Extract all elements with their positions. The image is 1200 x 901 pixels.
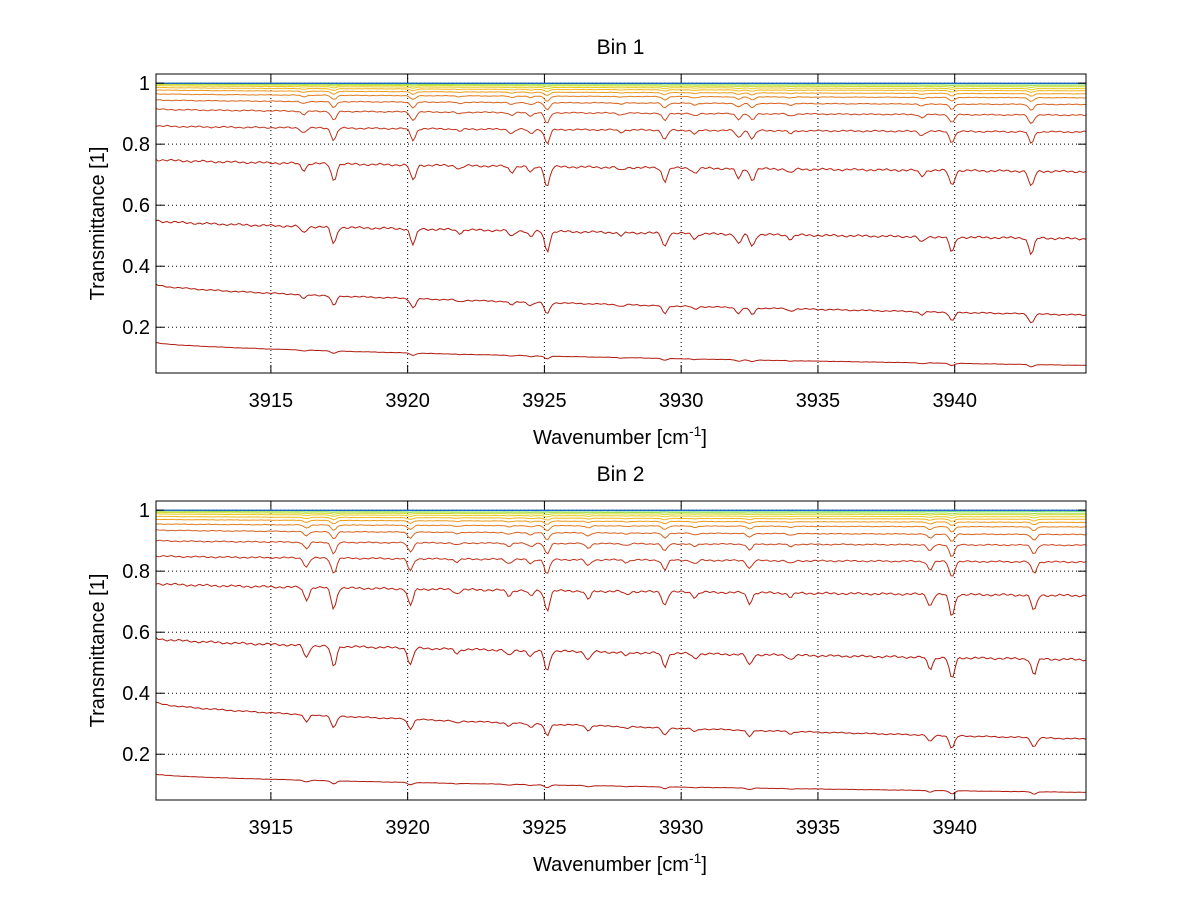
x-tick-label: 3920 <box>385 817 430 839</box>
x-tick-label: 3915 <box>249 817 294 839</box>
series-line <box>155 219 1087 256</box>
x-axis-label: Wavenumber [cm-1] <box>533 850 707 876</box>
x-tick-label: 3930 <box>659 817 704 839</box>
y-tick-label: 0.2 <box>122 744 150 766</box>
y-tick-label: 1 <box>139 500 150 522</box>
y-axis-label: Transmittance [1] <box>87 574 109 728</box>
x-tick-label: 3925 <box>522 817 567 839</box>
x-tick-label: 3940 <box>932 817 977 839</box>
y-tick-label: 0.6 <box>122 622 150 644</box>
series-line <box>155 518 1086 526</box>
series-line <box>155 513 1087 519</box>
series-line <box>155 99 1087 111</box>
y-axis-label: Transmittance [1] <box>87 147 109 301</box>
series-line <box>155 86 1087 93</box>
series-line <box>155 124 1087 145</box>
y-tick-label: 0.8 <box>122 134 150 156</box>
y-tick-label: 0.2 <box>122 317 150 339</box>
y-tick-label: 0.4 <box>122 256 150 278</box>
series-line <box>155 108 1087 125</box>
axes-frame <box>155 500 1087 801</box>
x-tick-label: 3925 <box>522 390 567 412</box>
series-line <box>155 701 1087 749</box>
y-tick-label: 0.8 <box>122 561 150 583</box>
x-tick-label: 3935 <box>796 817 841 839</box>
axes-frame <box>155 73 1087 374</box>
x-tick-label: 3935 <box>796 390 841 412</box>
x-tick-label: 3920 <box>385 390 430 412</box>
series-line <box>156 89 1087 97</box>
series-line <box>155 83 1087 89</box>
x-tick-label: 3940 <box>932 390 977 412</box>
series-line <box>155 539 1087 557</box>
series-line <box>155 342 1087 368</box>
panel-title: Bin 1 <box>597 36 645 59</box>
series-line <box>155 529 1086 542</box>
y-tick-label: 1 <box>139 73 150 95</box>
series-line <box>156 515 1086 522</box>
series-line <box>155 93 1086 103</box>
panel-bin-2: Bin 2 3915 3920 3925 3930 3935 3940 0.2 0.4 0.6 0… <box>87 463 1087 876</box>
series-line <box>156 83 1086 87</box>
panel-bin-1: Bin 1 3915 3920 3925 3930 3935 3940 0.2 0.4 0.6 0… <box>87 36 1087 449</box>
series-line <box>155 158 1087 187</box>
y-tick-label: 0.4 <box>122 683 150 705</box>
series-line <box>155 511 1087 516</box>
x-tick-label: 3930 <box>659 390 704 412</box>
series-line <box>155 773 1087 795</box>
series-line <box>155 554 1087 577</box>
x-axis-label: Wavenumber [cm-1] <box>533 423 707 449</box>
series-line <box>155 637 1087 678</box>
series-line <box>155 523 1086 533</box>
series-line <box>155 283 1087 324</box>
series-line <box>155 85 1086 91</box>
x-tick-label: 3915 <box>249 390 294 412</box>
panel-title: Bin 2 <box>597 463 645 486</box>
series-line <box>156 510 1086 515</box>
series-line <box>155 582 1087 616</box>
y-tick-label: 0.6 <box>122 195 150 217</box>
